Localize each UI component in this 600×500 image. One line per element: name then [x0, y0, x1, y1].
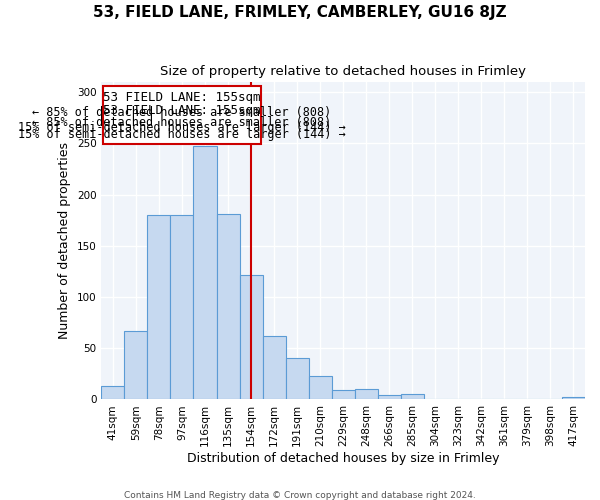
Bar [332, 390, 355, 400]
Bar [217, 214, 239, 400]
Bar [378, 396, 401, 400]
Text: 15% of semi-detached houses are larger (144) →: 15% of semi-detached houses are larger (… [18, 128, 346, 140]
Bar [308, 376, 332, 400]
Bar [355, 389, 378, 400]
Bar [170, 215, 193, 400]
X-axis label: Distribution of detached houses by size in Frimley: Distribution of detached houses by size … [187, 452, 499, 465]
Bar [263, 336, 286, 400]
Bar [103, 86, 262, 144]
Text: ← 85% of detached houses are smaller (808): ← 85% of detached houses are smaller (80… [32, 106, 332, 119]
Bar [124, 331, 148, 400]
Bar [193, 146, 217, 400]
Y-axis label: Number of detached properties: Number of detached properties [58, 142, 71, 339]
Bar [401, 394, 424, 400]
Title: Size of property relative to detached houses in Frimley: Size of property relative to detached ho… [160, 65, 526, 78]
Text: 53, FIELD LANE, FRIMLEY, CAMBERLEY, GU16 8JZ: 53, FIELD LANE, FRIMLEY, CAMBERLEY, GU16… [93, 5, 507, 20]
Bar [101, 386, 124, 400]
Bar [239, 274, 263, 400]
Bar [286, 358, 308, 400]
Text: 15% of semi-detached houses are larger (144) →: 15% of semi-detached houses are larger (… [18, 120, 346, 134]
Bar [562, 398, 585, 400]
Text: 53 FIELD LANE: 155sqm: 53 FIELD LANE: 155sqm [103, 104, 261, 117]
Text: ← 85% of detached houses are smaller (808): ← 85% of detached houses are smaller (80… [32, 116, 332, 130]
Text: 53 FIELD LANE: 155sqm: 53 FIELD LANE: 155sqm [103, 91, 261, 104]
Text: Contains HM Land Registry data © Crown copyright and database right 2024.: Contains HM Land Registry data © Crown c… [124, 490, 476, 500]
Bar [148, 215, 170, 400]
